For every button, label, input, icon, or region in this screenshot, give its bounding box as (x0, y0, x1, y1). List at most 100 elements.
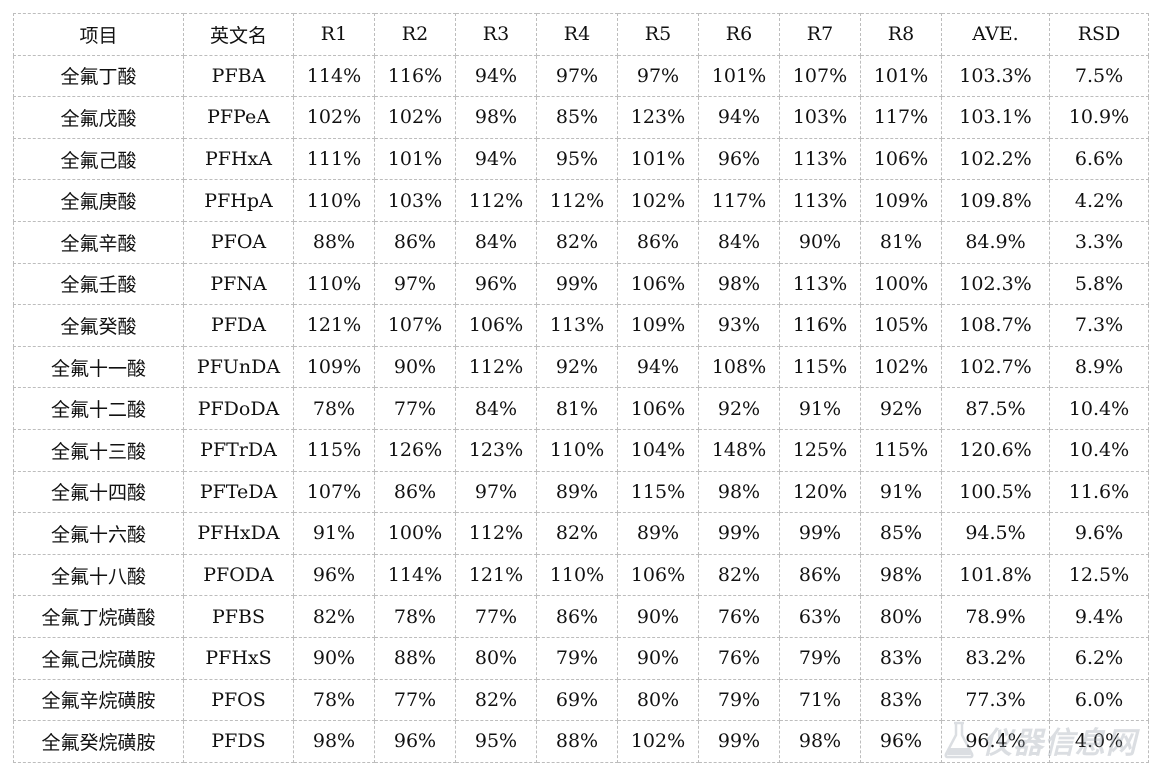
column-header: R2 (374, 13, 456, 56)
value-cell: 116% (374, 54, 456, 98)
column-header: RSD (1049, 13, 1149, 56)
abbreviation-cell: PFPeA (183, 96, 294, 139)
value-cell: 116% (779, 304, 861, 347)
value-cell: 5.8% (1049, 262, 1149, 306)
value-cell: 3.3% (1049, 220, 1149, 264)
abbreviation-cell: PFHpA (183, 179, 294, 222)
column-header: 英文名 (183, 13, 294, 56)
value-cell: 82% (536, 220, 618, 264)
value-cell: 112% (455, 345, 537, 389)
value-cell: 90% (374, 345, 456, 389)
value-cell: 97% (455, 470, 537, 514)
value-cell: 100% (374, 512, 456, 555)
value-cell: 96.4% (941, 720, 1050, 763)
value-cell: 90% (293, 636, 375, 680)
value-cell: 96% (374, 720, 456, 763)
value-cell: 91% (779, 387, 861, 430)
column-header: R8 (860, 13, 942, 56)
value-cell: 95% (536, 137, 618, 181)
value-cell: 99% (536, 262, 618, 306)
column-header: R6 (698, 13, 780, 56)
value-cell: 114% (374, 553, 456, 597)
value-cell: 79% (779, 636, 861, 680)
value-cell: 102% (617, 720, 699, 763)
value-cell: 71% (779, 678, 861, 722)
compound-name-cell: 全氟十二酸 (13, 387, 184, 430)
value-cell: 79% (698, 678, 780, 722)
abbreviation-cell: PFOA (183, 220, 294, 264)
value-cell: 101% (374, 137, 456, 181)
value-cell: 97% (374, 262, 456, 306)
value-cell: 80% (860, 595, 942, 638)
value-cell: 115% (779, 345, 861, 389)
value-cell: 103.3% (941, 54, 1050, 98)
table-row: 全氟十三酸 PFTrDA 115% 126% 123% 110% 104% 148% 125% 1… (13, 428, 1149, 472)
value-cell: 87.5% (941, 387, 1050, 430)
value-cell: 102.2% (941, 137, 1050, 181)
value-cell: 83.2% (941, 636, 1050, 680)
column-header: R7 (779, 13, 861, 56)
abbreviation-cell: PFHxDA (183, 512, 294, 555)
compound-name-cell: 全氟己酸 (13, 137, 184, 181)
value-cell: 78% (374, 595, 456, 638)
value-cell: 102% (860, 345, 942, 389)
value-cell: 96% (293, 553, 375, 597)
value-cell: 110% (293, 262, 375, 306)
value-cell: 106% (860, 137, 942, 181)
table-row: 全氟己酸 PFHxA 111% 101% 94% 95% 101% 96% 113% 106% 10… (13, 137, 1149, 181)
value-cell: 102% (293, 96, 375, 139)
column-header: R3 (455, 13, 537, 56)
value-cell: 85% (536, 96, 618, 139)
value-cell: 77% (374, 387, 456, 430)
value-cell: 115% (860, 428, 942, 472)
table-row: 全氟壬酸 PFNA 110% 97% 96% 99% 106% 98% 113% 100% 102.… (13, 262, 1149, 306)
compound-name-cell: 全氟辛酸 (13, 220, 184, 264)
column-header: R1 (293, 13, 375, 56)
abbreviation-cell: PFHxA (183, 137, 294, 181)
value-cell: 10.4% (1049, 428, 1149, 472)
value-cell: 98% (779, 720, 861, 763)
table-row: 全氟癸酸 PFDA 121% 107% 106% 113% 109% 93% 116% 105% 1… (13, 304, 1149, 347)
value-cell: 6.0% (1049, 678, 1149, 722)
value-cell: 99% (698, 512, 780, 555)
value-cell: 82% (293, 595, 375, 638)
value-cell: 106% (617, 387, 699, 430)
value-cell: 63% (779, 595, 861, 638)
table-row: 全氟癸烷磺胺 PFDS 98% 96% 95% 88% 102% 99% 98% 96% 96.4%… (13, 720, 1149, 763)
value-cell: 148% (698, 428, 780, 472)
value-cell: 106% (617, 553, 699, 597)
value-cell: 80% (617, 678, 699, 722)
value-cell: 110% (536, 428, 618, 472)
table-row: 全氟十八酸 PFODA 96% 114% 121% 110% 106% 82% 86% 98% 10… (13, 553, 1149, 597)
value-cell: 69% (536, 678, 618, 722)
value-cell: 86% (374, 220, 456, 264)
value-cell: 112% (455, 179, 537, 222)
abbreviation-cell: PFBS (183, 595, 294, 638)
value-cell: 77% (374, 678, 456, 722)
value-cell: 82% (536, 512, 618, 555)
value-cell: 86% (374, 470, 456, 514)
value-cell: 97% (617, 54, 699, 98)
value-cell: 77% (455, 595, 537, 638)
table-header: 项目 英文名 R1 R2 R3 R4 R5 R6 R7 R8 AVE. RSD (13, 13, 1149, 56)
value-cell: 98% (698, 262, 780, 306)
value-cell: 89% (617, 512, 699, 555)
value-cell: 96% (698, 137, 780, 181)
value-cell: 97% (536, 54, 618, 98)
abbreviation-cell: PFNA (183, 262, 294, 306)
value-cell: 120% (779, 470, 861, 514)
value-cell: 78.9% (941, 595, 1050, 638)
value-cell: 102% (374, 96, 456, 139)
value-cell: 99% (698, 720, 780, 763)
compound-name-cell: 全氟己烷磺胺 (13, 636, 184, 680)
value-cell: 91% (860, 470, 942, 514)
value-cell: 78% (293, 387, 375, 430)
table-row: 全氟己烷磺胺 PFHxS 90% 88% 80% 79% 90% 76% 79% 83% 83.2%… (13, 636, 1149, 680)
value-cell: 102.7% (941, 345, 1050, 389)
value-cell: 121% (455, 553, 537, 597)
column-header: 项目 (13, 13, 184, 56)
value-cell: 84% (455, 220, 537, 264)
value-cell: 6.6% (1049, 137, 1149, 181)
table-row: 全氟十四酸 PFTeDA 107% 86% 97% 89% 115% 98% 120% 91% 10… (13, 470, 1149, 514)
value-cell: 103% (779, 96, 861, 139)
